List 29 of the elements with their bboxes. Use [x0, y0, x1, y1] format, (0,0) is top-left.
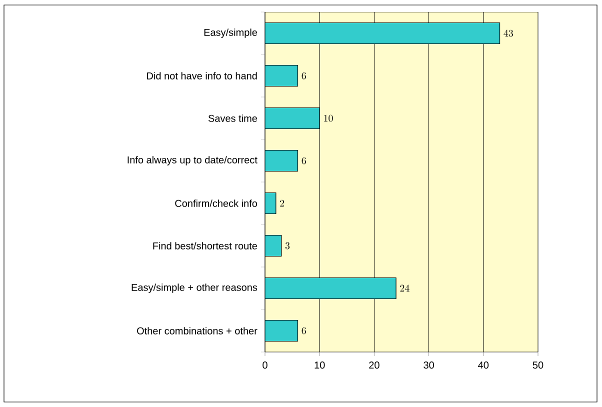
data-label: 3: [285, 242, 290, 250]
x-tick-label: 50: [532, 362, 544, 369]
data-label: 6: [302, 72, 306, 80]
bar: [265, 150, 298, 172]
data-label: 24: [400, 284, 410, 292]
x-tick-label: 10: [314, 362, 325, 369]
bar: [265, 320, 298, 342]
data-label: 6: [302, 327, 306, 334]
y-tick-label: Info always up to date/correct: [128, 156, 258, 166]
y-tick-label: Saves time: [208, 114, 258, 122]
x-tick-label: 40: [478, 362, 489, 369]
bar: [265, 22, 500, 44]
x-tick-label: 0: [262, 362, 268, 369]
y-tick-label: Confirm/check info: [175, 200, 258, 207]
x-tick-label: 30: [424, 362, 434, 369]
data-label: 2: [280, 200, 284, 206]
bar: [265, 277, 396, 300]
data-label: 6: [302, 157, 306, 164]
bar: [265, 234, 282, 257]
y-tick-label: Did not have info to hand: [147, 72, 257, 80]
bar: [265, 64, 298, 87]
bar: [265, 107, 320, 130]
data-label: 10: [324, 114, 333, 122]
y-tick-label: Other combinations + other: [137, 327, 258, 334]
y-tick-label: Find best/shortest route: [153, 242, 258, 250]
data-label: 43: [504, 30, 513, 37]
y-tick-label: Easy/simple + other reasons: [132, 284, 258, 293]
x-tick-label: 20: [369, 362, 380, 369]
y-tick-label: Easy/simple: [204, 28, 258, 38]
